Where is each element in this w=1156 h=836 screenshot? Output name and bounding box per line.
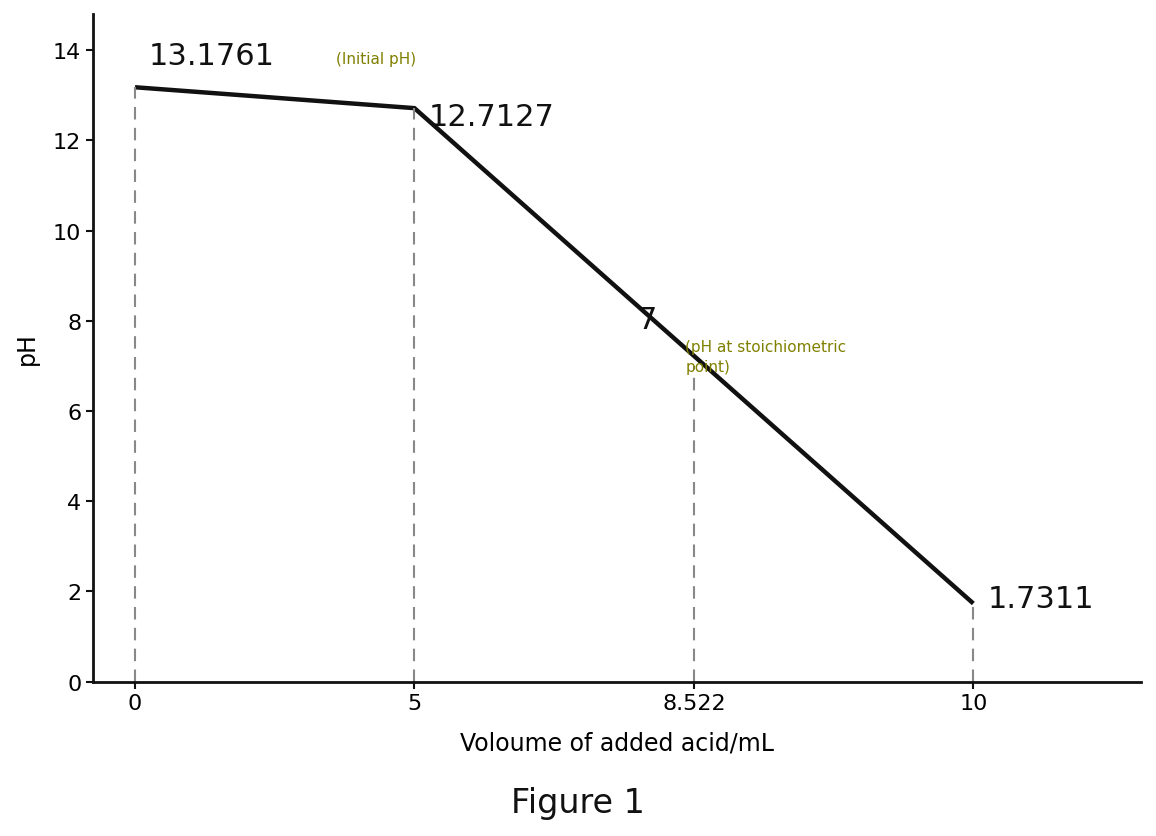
Text: 1.7311: 1.7311 bbox=[987, 584, 1094, 613]
Text: (pH at stoichiometric
point): (pH at stoichiometric point) bbox=[686, 339, 846, 375]
Text: 12.7127: 12.7127 bbox=[429, 103, 554, 132]
Y-axis label: pH: pH bbox=[15, 332, 39, 364]
X-axis label: Voloume of added acid/mL: Voloume of added acid/mL bbox=[460, 730, 775, 754]
Text: Figure 1: Figure 1 bbox=[511, 787, 645, 819]
Text: 13.1761: 13.1761 bbox=[149, 43, 275, 71]
Text: (Initial pH): (Initial pH) bbox=[336, 52, 416, 67]
Text: 7: 7 bbox=[638, 306, 658, 335]
